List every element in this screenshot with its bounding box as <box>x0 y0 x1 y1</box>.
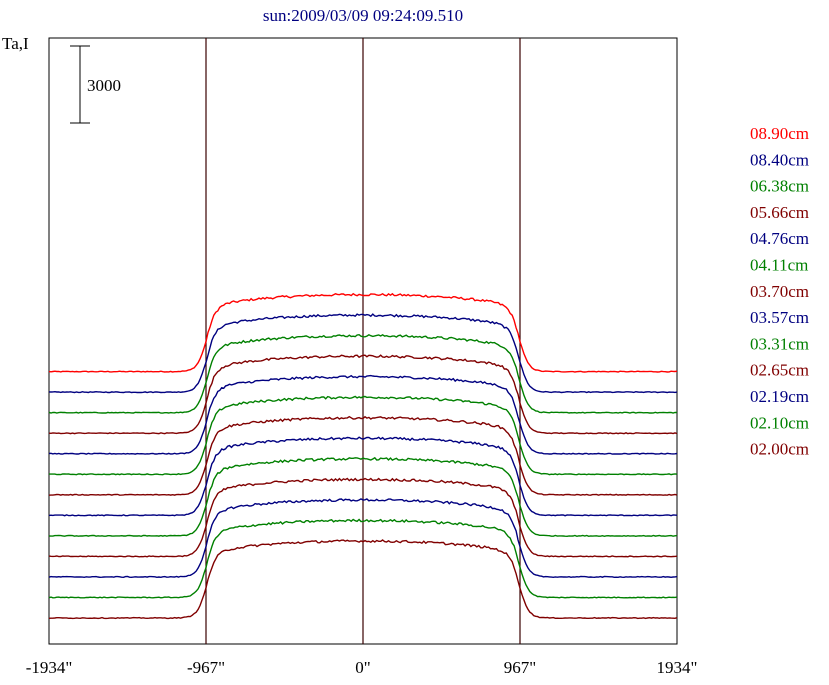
legend-entry: 02.10cm <box>750 413 809 432</box>
series-line-3 <box>48 354 678 435</box>
series-line-5 <box>49 395 678 476</box>
series-line-6 <box>48 415 678 496</box>
x-tick-label: -967" <box>187 658 225 677</box>
legend-entry: 04.11cm <box>750 256 808 275</box>
legend-entry: 02.19cm <box>750 387 809 406</box>
x-tick-label: -1934" <box>26 658 73 677</box>
legend-entry: 02.65cm <box>750 361 809 380</box>
legend-entry: 08.40cm <box>750 150 809 169</box>
series-line-7 <box>48 436 678 517</box>
x-tick-label: 967" <box>504 658 536 677</box>
series-line-1 <box>48 313 678 394</box>
legend: 08.90cm 08.40cm 06.38cm 05.66cm 04.76cm 04.11… <box>750 124 809 459</box>
chart-title: sun:2009/03/09 09:24:09.510 <box>263 6 463 25</box>
series-line-0 <box>48 292 678 373</box>
series-line-9 <box>48 477 678 558</box>
legend-entry: 02.00cm <box>750 440 809 459</box>
legend-entry: 05.66cm <box>750 203 809 222</box>
series-line-4 <box>48 374 678 455</box>
series-lines <box>48 292 678 620</box>
scale-bar-label: 3000 <box>87 76 121 95</box>
legend-entry: 03.57cm <box>750 308 809 327</box>
series-line-2 <box>48 333 677 414</box>
series-line-10 <box>48 498 678 579</box>
x-tick-label: 0" <box>355 658 370 677</box>
x-tick-labels: -1934" -967" 0" 967" 1934" <box>26 658 698 677</box>
legend-entry: 06.38cm <box>750 177 809 196</box>
x-tick-label: 1934" <box>657 658 698 677</box>
series-line-11 <box>48 518 678 599</box>
legend-entry: 04.76cm <box>750 229 809 248</box>
y-axis-label: Ta,I <box>2 34 29 53</box>
series-line-8 <box>48 456 678 538</box>
legend-entry: 03.31cm <box>750 334 809 353</box>
scale-bar: 3000 <box>70 45 121 124</box>
legend-entry: 03.70cm <box>750 282 809 301</box>
series-line-12 <box>48 539 678 620</box>
legend-entry: 08.90cm <box>750 124 809 143</box>
